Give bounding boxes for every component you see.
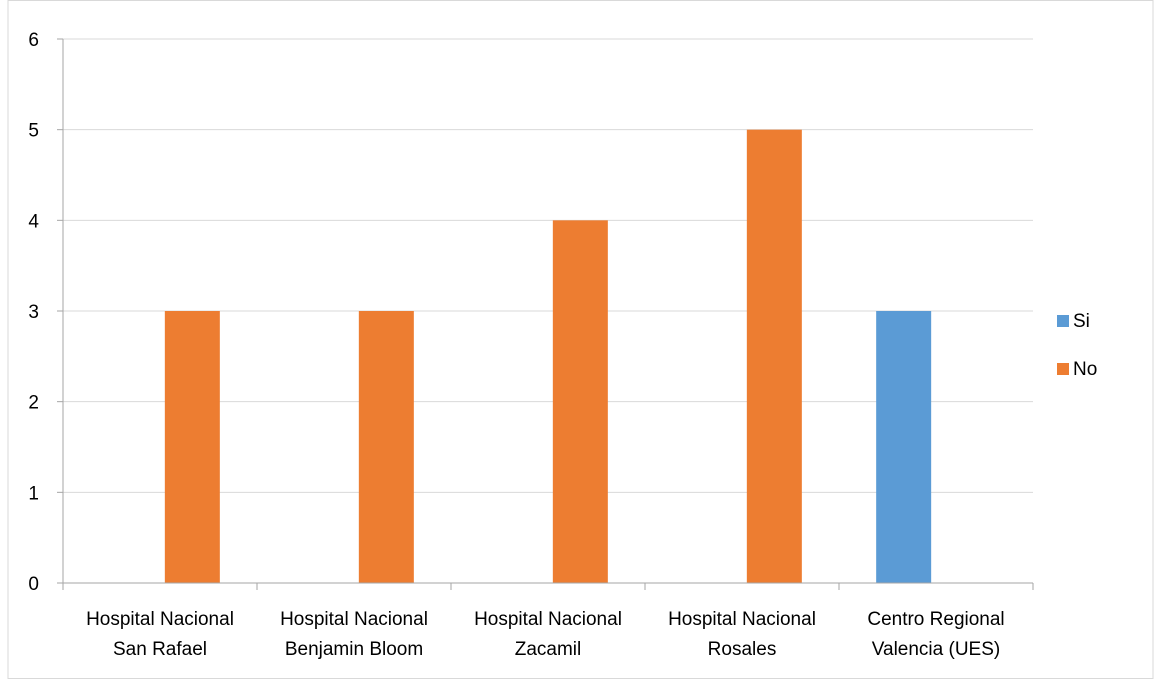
legend-swatch-no (1057, 363, 1069, 375)
x-tick-label: Hospital Nacional San Rafael (86, 609, 234, 660)
legend-label-no: No (1073, 359, 1097, 380)
x-tick-label-line: Rosales (708, 639, 777, 660)
x-tick-label-line: Centro Regional (867, 609, 1004, 630)
x-tick-label-line: San Rafael (113, 639, 207, 660)
bar-no-1 (164, 311, 220, 583)
gridlines (63, 38, 1033, 493)
x-tick-label: Hospital Nacional Zacamil (474, 609, 622, 660)
x-tick-label: Centro Regional Valencia (UES) (867, 609, 1004, 660)
x-tick-label-line: Zacamil (515, 639, 582, 660)
x-tick-label-line: Hospital Nacional (280, 609, 428, 630)
y-tick-label: 6 (28, 30, 39, 51)
bar-no-2 (358, 311, 414, 583)
bar-si-5 (876, 311, 932, 583)
y-tick-label: 4 (28, 211, 39, 232)
y-tick-label: 2 (28, 393, 39, 414)
x-tick-label-line: Valencia (UES) (872, 639, 1000, 660)
y-tick-label: 5 (28, 121, 39, 142)
bar-no-4 (746, 129, 802, 583)
y-tick-label: 1 (28, 483, 39, 504)
x-tick-label: Hospital Nacional Benjamin Bloom (280, 609, 428, 660)
x-tick-label-line: Benjamin Bloom (285, 639, 423, 660)
x-tick-label-line: Hospital Nacional (668, 609, 816, 630)
legend: Si No (1057, 311, 1097, 380)
axes (57, 38, 1034, 590)
x-tick-label: Hospital Nacional Rosales (668, 609, 816, 660)
legend-label-si: Si (1073, 311, 1090, 332)
x-tick-label-line: Hospital Nacional (86, 609, 234, 630)
x-tick-label-line: Hospital Nacional (474, 609, 622, 630)
bars (164, 129, 932, 584)
y-tick-label: 0 (28, 574, 39, 595)
y-tick-labels: 0 1 2 3 4 5 6 (28, 30, 39, 595)
bar-no-3 (552, 220, 608, 584)
legend-swatch-si (1057, 315, 1069, 327)
y-tick-label: 3 (28, 302, 39, 323)
